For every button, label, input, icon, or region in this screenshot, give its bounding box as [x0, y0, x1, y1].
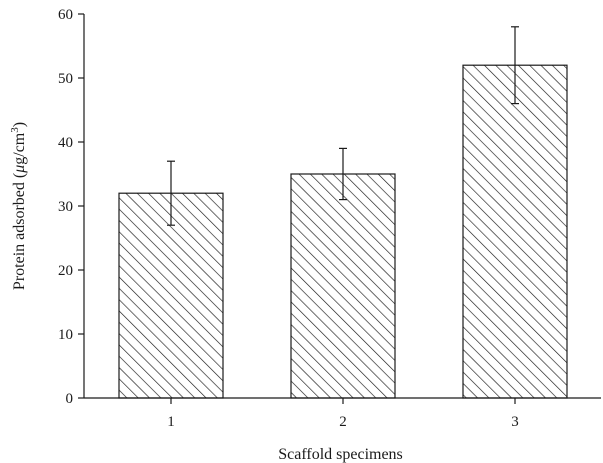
error-bars-layer — [167, 26, 519, 226]
y-ticks: 0 10 20 30 40 50 60 — [58, 7, 84, 407]
bars-layer — [118, 64, 568, 399]
y-axis-label: Protein adsorbed (μg/cm3) — [9, 122, 28, 290]
y-axis-label-prefix: Protein adsorbed ( — [11, 173, 28, 290]
x-ticks: 1 2 3 — [167, 398, 519, 430]
y-axis-label-mu: μ — [11, 165, 28, 174]
y-tick-label: 60 — [58, 7, 73, 23]
x-tick-label: 3 — [511, 414, 519, 430]
x-axis-label: Scaffold specimens — [278, 446, 403, 463]
y-axis-label-superscript: 3 — [9, 127, 21, 133]
bar-3 — [462, 64, 568, 399]
y-tick-label: 20 — [58, 263, 73, 279]
y-tick-label: 0 — [66, 391, 74, 407]
y-tick-label: 50 — [58, 71, 73, 87]
y-axis-label-unit: g/cm — [11, 132, 28, 165]
y-tick-label: 30 — [58, 199, 73, 215]
y-tick-label: 10 — [58, 327, 73, 343]
bar-2 — [290, 173, 396, 399]
y-axis-label-suffix: ) — [11, 122, 28, 127]
bar-1 — [118, 192, 224, 399]
y-tick-label: 40 — [58, 135, 73, 151]
x-tick-label: 1 — [167, 414, 175, 430]
error-bar-2 — [339, 147, 347, 201]
error-bar-1 — [167, 160, 175, 226]
x-tick-label: 2 — [339, 414, 347, 430]
error-bar-3 — [511, 26, 519, 105]
